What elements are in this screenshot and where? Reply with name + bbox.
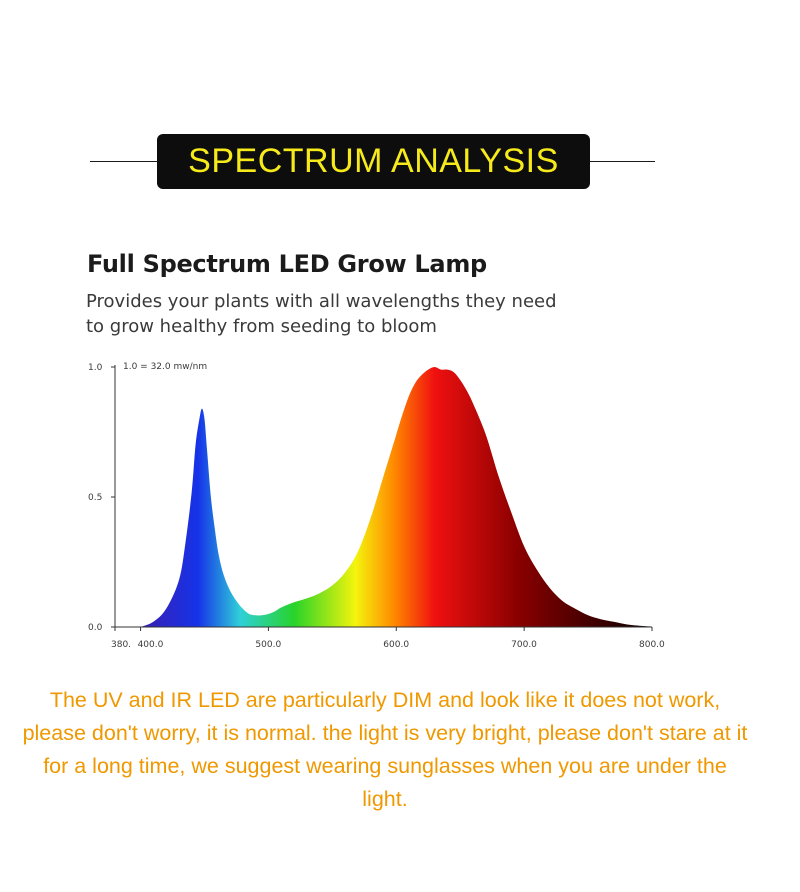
banner-line-right xyxy=(590,161,655,162)
y-tick-label: 1.0 xyxy=(88,363,103,373)
x-tick-label: 500.0 xyxy=(255,640,281,650)
y-ticks: 0.0 0.5 1.0 xyxy=(88,363,115,633)
chart-subtitle: Provides your plants with all wavelength… xyxy=(86,289,686,339)
x-tick-label: 400.0 xyxy=(138,640,164,650)
banner-line-left xyxy=(90,161,160,162)
chart-subtitle-line-2: to grow healthy from seeding to bloom xyxy=(86,316,437,337)
x-ticks: 380. 400.0 500.0 600.0 700.0 800.0 xyxy=(111,627,665,650)
y-tick-label: 0.5 xyxy=(88,493,102,503)
x-tick-label: 800.0 xyxy=(639,640,665,650)
usage-note: The UV and IR LED are particularly DIM a… xyxy=(22,688,748,811)
section-banner: SPECTRUM ANALYSIS xyxy=(157,134,590,189)
spectrum-area xyxy=(140,367,653,627)
x-tick-label: 700.0 xyxy=(511,640,537,650)
x-tick-label: 600.0 xyxy=(383,640,409,650)
chart-subtitle-line-1: Provides your plants with all wavelength… xyxy=(86,291,557,312)
scale-annotation: 1.0 = 32.0 mw/nm xyxy=(123,362,207,372)
plot-layer xyxy=(140,367,653,627)
y-tick-label: 0.0 xyxy=(88,623,103,633)
x-tick-label: 380. xyxy=(111,640,131,650)
chart-title: Full Spectrum LED Grow Lamp xyxy=(87,250,487,278)
